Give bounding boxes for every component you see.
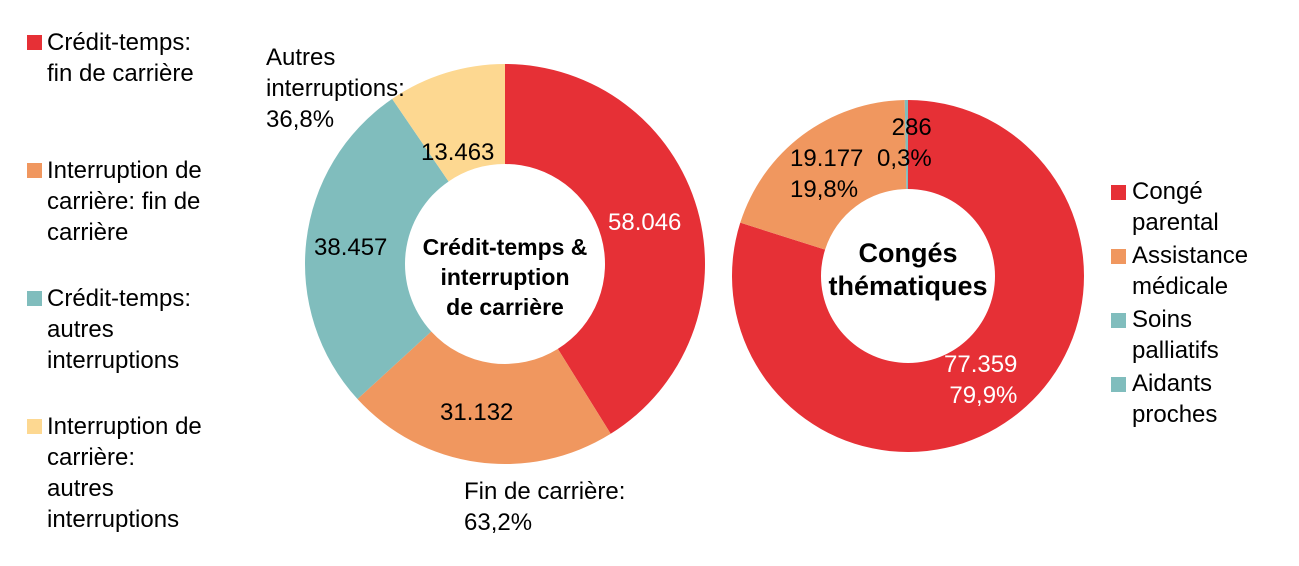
legend-swatch-icon [1111, 313, 1126, 328]
legend-swatch-icon [27, 35, 42, 50]
annotation-autres-interruptions: Autres interruptions: 36,8% [266, 44, 405, 133]
donut-slice [392, 63, 505, 182]
slice-label-ic-fin: 31.132 [440, 399, 514, 426]
center-label-left: Crédit-temps & interruption de carrière [422, 234, 588, 320]
donut-credit-temps [305, 63, 706, 464]
donut-slice [904, 100, 908, 190]
legend-label: Congé parental [1132, 178, 1219, 236]
donut-slice [732, 100, 1085, 452]
slice-label-soins-palliatifs: 286 0,3% [877, 114, 932, 172]
legend-item-ic-fin: Interruption de carrière: fin de carrièr… [27, 155, 267, 248]
legend-label: Crédit-temps: autres interruptions [47, 285, 192, 374]
center-label-right: Congés thématiques [828, 238, 988, 301]
slice-label-ic-autres: 13.463 [421, 139, 495, 166]
legend-item-ic-autres: Interruption de carrière: autres interru… [27, 411, 267, 535]
legend-label: Soins palliatifs [1132, 306, 1219, 364]
legend-swatch-icon [1111, 185, 1126, 200]
donut-conges-thematiques [732, 100, 1085, 452]
slice-label-ct-autres: 38.457 [314, 234, 388, 261]
donut-slice [357, 331, 611, 464]
legend-item-ct-fin: Crédit-temps: fin de carrière [27, 27, 267, 89]
legend-label: Aidants proches [1132, 370, 1218, 428]
slice-label-assistance-medicale: 19.177 19,8% [790, 145, 864, 203]
legend-swatch-icon [27, 163, 42, 178]
legend-item-conge-parental: Congé parental [1111, 176, 1299, 238]
legend-swatch-icon [1111, 377, 1126, 392]
legend-swatch-icon [27, 419, 42, 434]
legend-label: Interruption de carrière: fin de carrièr… [47, 157, 202, 246]
annotation-fin-de-carriere: Fin de carrière: 63,2% [464, 478, 626, 536]
donut-slice [505, 64, 706, 434]
legend-item-assistance-medicale: Assistance médicale [1111, 240, 1299, 302]
slice-label-ct-fin: 58.046 [608, 209, 682, 236]
slice-label-conge-parental: 77.359 79,9% [944, 351, 1018, 409]
legend-item-aidants-proches: Aidants proches [1111, 368, 1299, 430]
legend-label: Interruption de carrière: autres interru… [47, 413, 202, 533]
legend-swatch-icon [1111, 249, 1126, 264]
legend-swatch-icon [27, 291, 42, 306]
legend-item-soins-palliatifs: Soins palliatifs [1111, 304, 1299, 366]
donut-slice [305, 98, 449, 400]
legend-item-ct-autres: Crédit-temps: autres interruptions [27, 283, 267, 376]
donut-slice [740, 100, 907, 250]
legend-label: Crédit-temps: fin de carrière [47, 29, 194, 87]
legend-label: Assistance médicale [1132, 242, 1249, 300]
